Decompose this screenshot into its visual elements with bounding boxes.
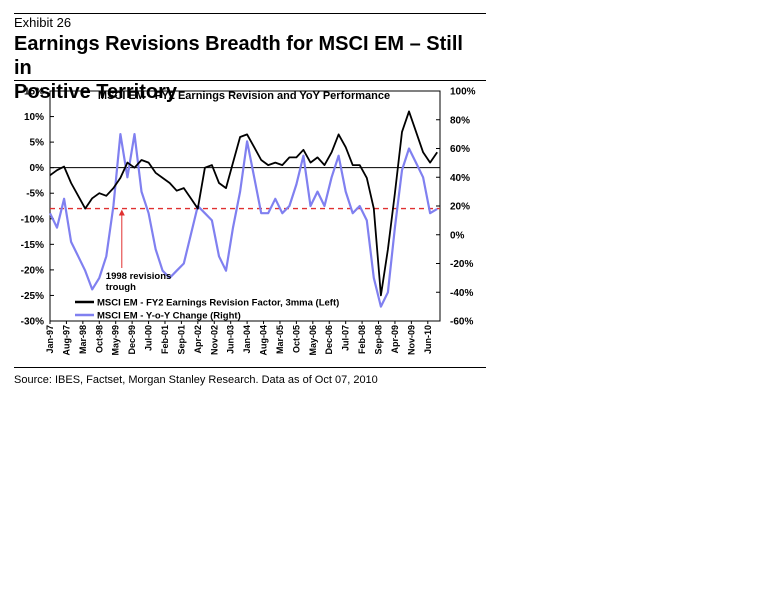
right-axis-tick-label: -20%	[450, 259, 473, 270]
x-axis-tick-label: Oct-05	[291, 325, 301, 353]
x-axis-tick-label: Nov-09	[406, 325, 416, 355]
chart-axes: 15% 10% 5% 0% -5% -10% -15% -20% -25% -30% 100% 80%…	[21, 87, 476, 356]
right-axis-tick-label: 100%	[450, 87, 476, 98]
x-axis-tick-label: Dec-99	[127, 325, 137, 355]
x-axis-tick-label: Jun-10	[423, 325, 433, 354]
x-axis-tick-label: Mar-05	[275, 325, 285, 354]
left-axis-tick-label: 10%	[24, 112, 44, 123]
exhibit-title-line-2: Positive Territory	[14, 81, 178, 103]
left-axis-tick-label: -20%	[21, 265, 44, 276]
left-axis-tick-label: 15%	[24, 87, 44, 98]
left-axis-tick-label: -10%	[21, 214, 44, 225]
header-rule	[14, 80, 486, 81]
right-axis-tick-label: 60%	[450, 144, 470, 155]
right-axis-tick-label: 40%	[450, 173, 470, 184]
annotation-text-line-1: 1998 revisions	[106, 271, 172, 282]
left-axis-tick-label: -5%	[26, 189, 44, 200]
x-axis-tick-label: Oct-98	[94, 325, 104, 353]
right-axis-tick-label: -40%	[450, 288, 473, 299]
x-axis-tick-label: May-99	[111, 325, 121, 356]
x-axis-tick-label: Jul-07	[341, 325, 351, 351]
x-axis-tick-label: May-06	[308, 325, 318, 356]
x-axis-tick-label: Apr-02	[193, 325, 203, 354]
left-axis-tick-label: -25%	[21, 291, 44, 302]
exhibit-title: Earnings Revisions Breadth for MSCI EM –…	[14, 32, 486, 104]
right-axis-tick-label: 0%	[450, 230, 465, 241]
x-axis-tick-label: Mar-98	[78, 325, 88, 354]
exhibit-title-line-1: Earnings Revisions Breadth for MSCI EM –…	[14, 33, 463, 79]
left-axis-tick-label: -30%	[21, 317, 44, 328]
footer-rule	[14, 367, 486, 368]
annotation-arrow-head	[118, 209, 125, 216]
x-axis-tick-label: Sep-01	[176, 325, 186, 355]
chart-title: MSCI EM - FY2 Earnings Revision and YoY …	[98, 90, 390, 102]
x-axis-tick-label: Feb-08	[357, 325, 367, 354]
x-axis-tick-label: Sep-08	[374, 325, 384, 355]
left-axis-tick-label: 5%	[30, 138, 45, 149]
x-axis-tick-label: Jan-04	[242, 325, 252, 354]
x-axis-tick-label: Apr-09	[390, 325, 400, 354]
x-axis-tick-label: Aug-97	[61, 325, 71, 356]
left-axis-tick-label: 0%	[30, 163, 45, 174]
legend-entry-label: MSCI EM - Y-o-Y Change (Right)	[97, 311, 241, 322]
x-axis-tick-label: Nov-02	[209, 325, 219, 355]
right-axis-tick-label: 20%	[450, 202, 470, 213]
x-axis-tick-label: Jul-00	[144, 325, 154, 351]
x-axis-tick-label: Aug-04	[259, 325, 269, 356]
right-axis-tick-label: 80%	[450, 115, 470, 126]
annotation-text-line-2: trough	[106, 282, 136, 293]
right-axis-tick-label: -60%	[450, 317, 473, 328]
legend-entry-label: MSCI EM - FY2 Earnings Revision Factor, …	[97, 298, 339, 309]
x-axis-tick-label: Feb-01	[160, 325, 170, 354]
x-axis-tick-label: Jan-97	[45, 325, 55, 354]
x-axis-tick-label: Dec-06	[324, 325, 334, 355]
series-line-revision	[49, 110, 438, 297]
x-axis-tick-label: Jun-03	[226, 325, 236, 354]
chart-legend: MSCI EM - FY2 Earnings Revision Factor, …	[75, 298, 339, 322]
source-note: Source: IBES, Factset, Morgan Stanley Re…	[14, 374, 378, 386]
left-axis-tick-label: -15%	[21, 240, 44, 251]
exhibit-header: Exhibit 26 Earnings Revisions Breadth fo…	[14, 13, 486, 104]
series-line-yoy	[49, 133, 438, 308]
exhibit-label: Exhibit 26	[14, 15, 72, 30]
